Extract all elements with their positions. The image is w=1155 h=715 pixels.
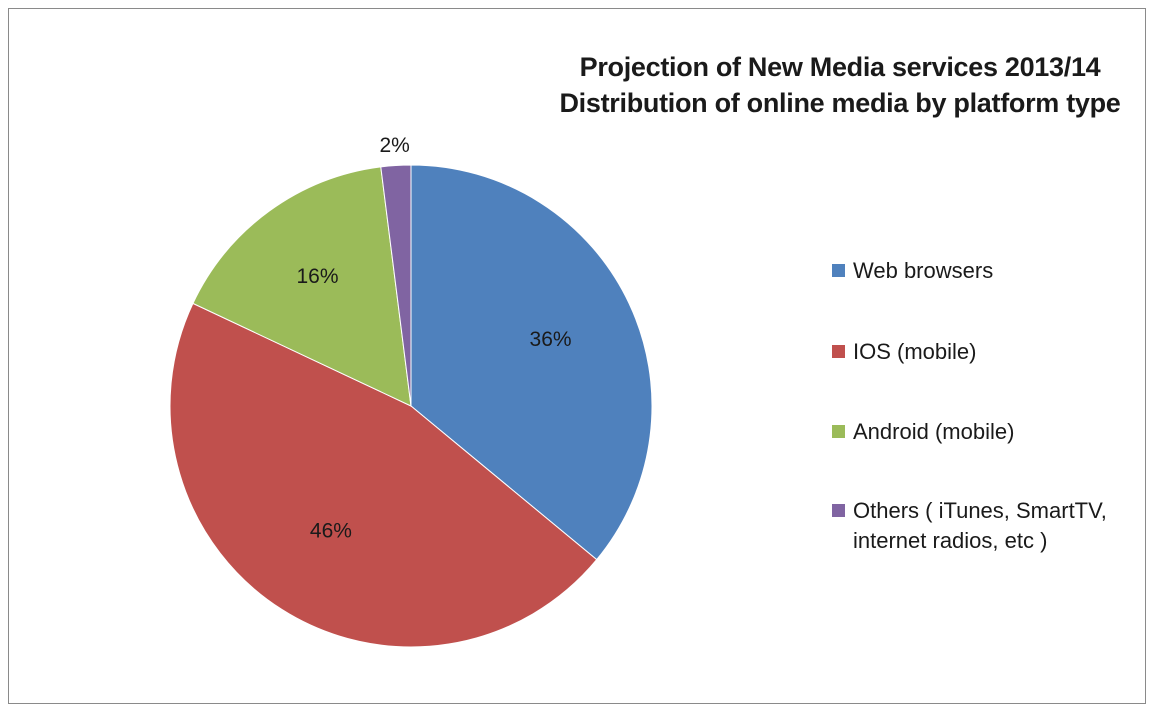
pie-slice-web-browsers — [410, 164, 653, 561]
legend-label-others: Others ( iTunes, SmartTV, internet radio… — [853, 498, 1107, 553]
legend-label-ios: IOS (mobile) — [853, 339, 977, 364]
data-label-ios: 46% — [310, 520, 352, 543]
legend-swatch-others — [832, 504, 845, 517]
data-label-others: 2% — [379, 134, 409, 157]
legend-label-web-browsers: Web browsers — [853, 258, 994, 283]
legend-swatch-ios — [832, 345, 845, 358]
legend-swatch-android — [832, 425, 845, 438]
pie-slice-others — [380, 164, 412, 407]
chart-title: Projection of New Media services 2013/14 — [579, 52, 1101, 82]
pie-slice-ios — [169, 302, 598, 648]
data-label-web-browsers: 36% — [530, 328, 572, 351]
chart-subtitle: Distribution of online media by platform… — [559, 88, 1121, 118]
pie-slice-android — [192, 166, 412, 407]
data-label-android: 16% — [296, 265, 338, 288]
legend-swatch-web-browsers — [832, 264, 845, 277]
legend-label-android: Android (mobile) — [853, 419, 1015, 444]
